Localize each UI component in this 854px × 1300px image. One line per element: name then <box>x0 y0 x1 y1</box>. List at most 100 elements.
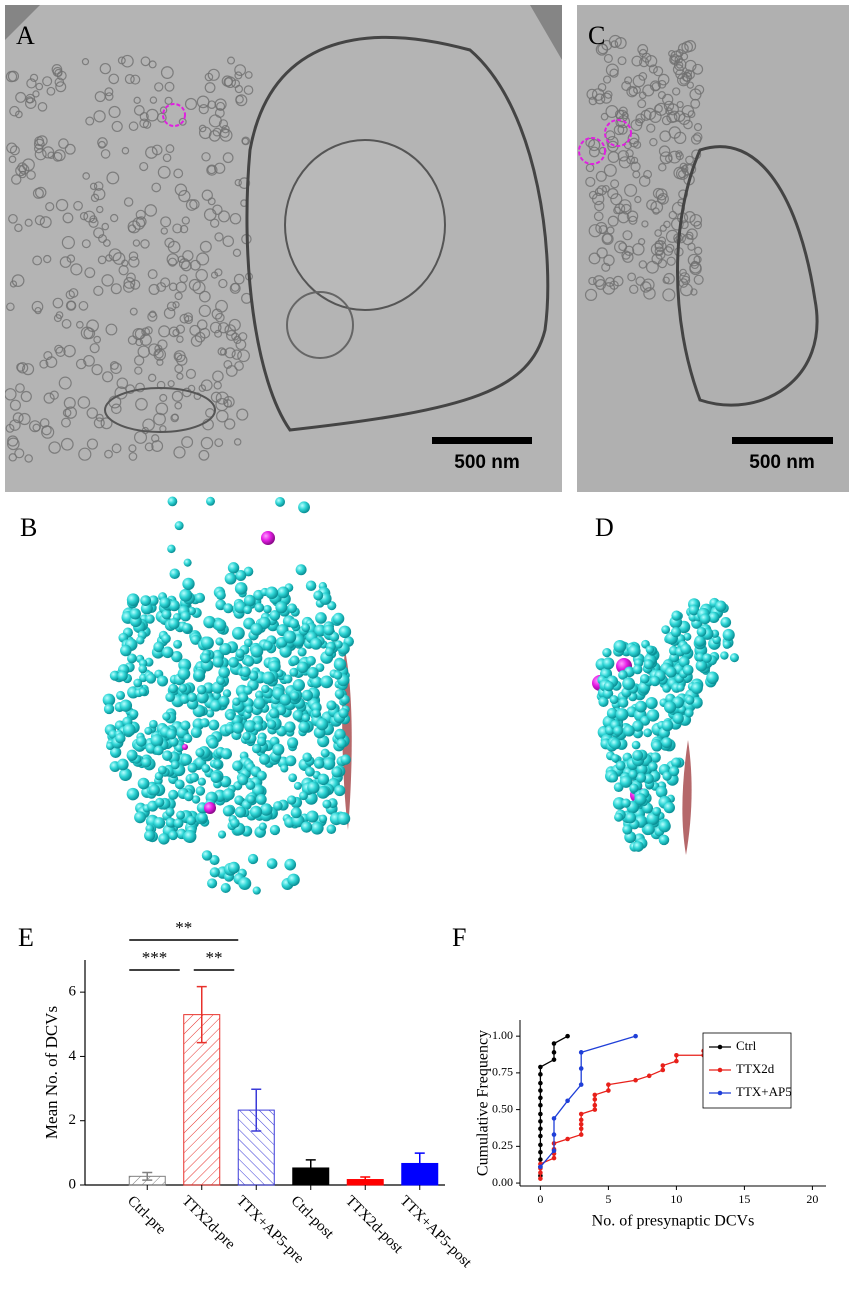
vesicle <box>126 749 138 761</box>
data-point <box>660 1067 666 1073</box>
vesicle-profile <box>640 281 652 293</box>
vesicle-profile <box>206 164 218 176</box>
vesicle <box>191 795 201 804</box>
vesicle <box>269 610 281 621</box>
vesicle-profile <box>93 285 104 296</box>
vesicle-profile <box>614 240 627 254</box>
vesicle-profile <box>139 333 152 346</box>
data-point <box>538 1088 543 1093</box>
vesicle <box>149 719 158 729</box>
vesicle-profile <box>9 399 21 411</box>
vesicle-profile <box>639 57 650 68</box>
vesicle-profile <box>210 391 222 403</box>
vesicle <box>295 564 307 576</box>
legend-swatch <box>717 1090 723 1096</box>
vesicle <box>209 855 220 866</box>
vesicle <box>275 601 288 614</box>
vesicle-profile <box>692 63 704 75</box>
vesicle-profile <box>219 127 230 138</box>
vesicle <box>333 670 343 680</box>
error-bar <box>251 1088 262 1132</box>
vesicle <box>645 645 655 654</box>
data-point <box>538 1111 543 1117</box>
x-tick-label: 10 <box>670 1192 682 1206</box>
vesicle <box>628 769 638 779</box>
vesicle-profile <box>58 376 72 390</box>
vesicle-profile <box>634 195 642 204</box>
vesicle <box>215 637 224 646</box>
vesicle <box>244 720 257 733</box>
vesicle <box>138 687 147 696</box>
vesicle-profile <box>11 174 22 185</box>
vesicle-profile <box>145 108 159 122</box>
vesicle-profile <box>662 93 674 106</box>
vesicle-profile <box>164 81 175 92</box>
vesicle-profile <box>64 143 76 155</box>
x-tick-label: 0 <box>537 1192 543 1206</box>
vesicle <box>301 623 311 632</box>
vesicle <box>115 733 126 744</box>
vesicle <box>720 651 729 660</box>
vesicle <box>672 712 684 725</box>
vesicle-profile <box>32 187 44 199</box>
vesicle <box>288 618 300 629</box>
vesicle <box>263 640 273 651</box>
vesicle-profile <box>690 134 702 145</box>
vesicle-profile <box>51 64 63 75</box>
vesicle-profile <box>7 437 20 451</box>
vesicle-profile <box>198 124 207 133</box>
vesicle-profile <box>233 273 245 285</box>
vesicle-profile <box>690 288 698 296</box>
vesicle-profile <box>70 263 83 276</box>
vesicle-profile <box>207 165 217 175</box>
vesicle-profile <box>204 82 216 94</box>
vesicle <box>625 812 637 824</box>
vesicle-profile <box>9 280 18 288</box>
vesicle <box>632 664 643 675</box>
dcv-marker <box>604 119 632 147</box>
organelle <box>286 291 354 359</box>
vesicle-profile <box>226 329 238 341</box>
vesicle-profile <box>55 81 67 93</box>
vesicle <box>676 683 685 692</box>
vesicle <box>678 656 690 668</box>
vesicle-profile <box>162 153 172 163</box>
data-point <box>578 1117 584 1123</box>
vesicle <box>256 770 267 781</box>
vesicle-profile <box>110 283 122 295</box>
vesicle <box>598 696 609 707</box>
vesicle-profile <box>214 438 224 448</box>
vesicle <box>167 496 178 507</box>
vesicle <box>306 810 319 823</box>
vesicle <box>240 666 251 678</box>
x-tick-label: TTX+AP5-post <box>396 1193 475 1272</box>
vesicle-profile <box>184 97 198 111</box>
vesicle-profile <box>147 311 158 322</box>
scale-bar-label: 500 nm <box>454 452 519 473</box>
vesicle-profile <box>214 329 223 338</box>
vesicle-profile <box>130 74 141 85</box>
vesicle <box>193 669 205 681</box>
vesicle <box>244 705 254 714</box>
vesicle-profile <box>632 170 641 179</box>
vesicle-profile <box>654 104 663 114</box>
vesicle <box>614 812 624 822</box>
vesicle-profile <box>604 277 615 287</box>
vesicle <box>161 646 174 659</box>
vesicle-profile <box>109 213 119 223</box>
x-axis-label: No. of presynaptic DCVs <box>592 1213 755 1230</box>
vesicle <box>279 694 292 706</box>
vesicle <box>116 690 126 700</box>
vesicle-profile <box>121 54 134 68</box>
vesicle-profile <box>213 381 222 390</box>
vesicle <box>613 639 627 653</box>
vesicle <box>336 738 347 749</box>
vesicle-profile <box>39 418 50 428</box>
vesicle-profile <box>214 232 224 242</box>
data-point <box>578 1066 584 1071</box>
vesicle-profile <box>145 146 158 159</box>
vesicle-profile <box>61 235 75 250</box>
vesicle <box>165 692 175 703</box>
vesicle <box>126 593 140 607</box>
vesicle <box>251 743 262 754</box>
